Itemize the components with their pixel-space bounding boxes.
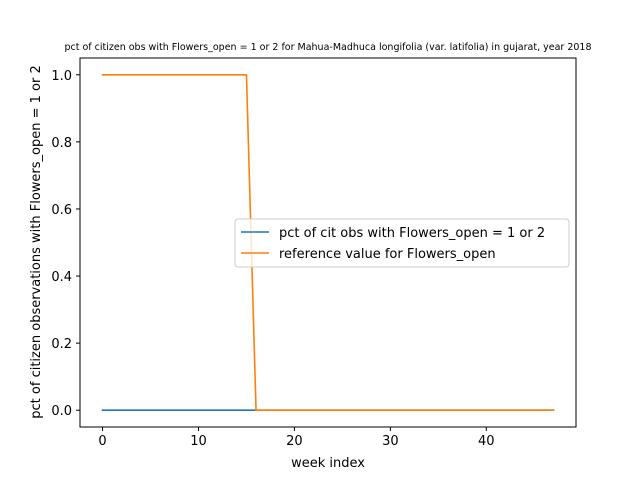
legend-label-1: reference value for Flowers_open: [279, 247, 496, 262]
legend-label-0: pct of cit obs with Flowers_open = 1 or …: [279, 226, 545, 241]
y-tick-label: 0.2: [51, 337, 72, 352]
plot-frame: [79, 57, 577, 428]
x-tick-label: 40: [478, 434, 495, 449]
x-tick-label: 0: [98, 434, 106, 449]
x-tick-label: 10: [190, 434, 207, 449]
x-tick-label: 30: [382, 434, 399, 449]
ticks: 0 10 20 30 40 0.0 0.2 0.4 0.6 0.8 1.0: [51, 69, 494, 449]
chart-title: pct of citizen obs with Flowers_open = 1…: [64, 42, 591, 53]
y-tick-label: 0.6: [51, 203, 72, 218]
legend: pct of cit obs with Flowers_open = 1 or …: [234, 218, 570, 268]
y-tick-label: 0.8: [51, 136, 72, 151]
x-axis-label: week index: [291, 456, 365, 471]
legend-box: [234, 218, 570, 268]
y-axis-label: pct of citizen observations with Flowers…: [29, 65, 44, 418]
y-tick-label: 0.4: [51, 270, 72, 285]
y-tick-label: 1.0: [51, 69, 72, 84]
x-tick-label: 20: [286, 434, 303, 449]
y-tick-label: 0.0: [51, 404, 72, 419]
